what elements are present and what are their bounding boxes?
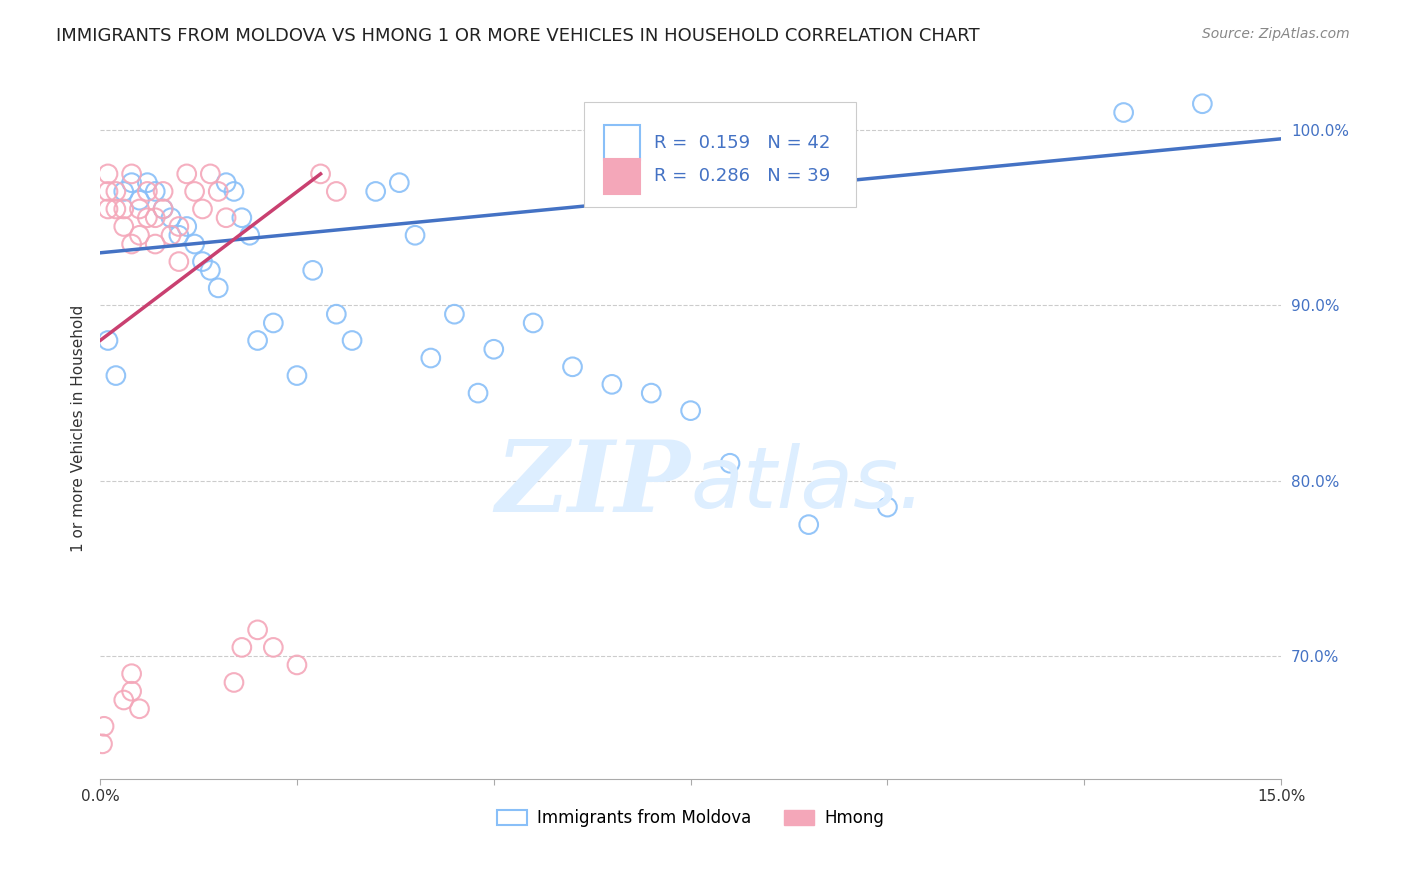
Point [561, 359, 583, 374]
Point [152, 185, 174, 199]
Point [600, 377, 623, 392]
Point [467, 386, 489, 401]
Point [93, 719, 115, 733]
FancyBboxPatch shape [605, 159, 640, 194]
Point [183, 237, 205, 252]
Point [482, 343, 505, 357]
Point [97, 167, 120, 181]
Text: R =  0.286   N = 39: R = 0.286 N = 39 [654, 167, 831, 186]
Text: Source: ZipAtlas.com: Source: ZipAtlas.com [1202, 27, 1350, 41]
Point [388, 176, 411, 190]
Point [112, 219, 135, 234]
Point [152, 202, 174, 216]
Point [340, 334, 363, 348]
Point [876, 500, 898, 514]
Point [176, 167, 198, 181]
Point [679, 403, 702, 417]
Point [1112, 105, 1135, 120]
Point [718, 456, 741, 470]
Point [136, 185, 159, 199]
Point [443, 307, 465, 321]
Point [152, 202, 174, 216]
Point [239, 228, 262, 243]
Point [309, 167, 332, 181]
Point [136, 211, 159, 225]
Point [200, 167, 222, 181]
Point [325, 185, 347, 199]
Point [200, 263, 222, 277]
Point [191, 202, 214, 216]
Point [97, 334, 120, 348]
Point [404, 228, 426, 243]
Point [143, 185, 166, 199]
Point [262, 640, 284, 655]
Point [121, 684, 143, 698]
Point [97, 185, 120, 199]
FancyBboxPatch shape [585, 102, 856, 207]
Point [143, 237, 166, 252]
Point [160, 211, 183, 225]
Point [231, 211, 253, 225]
Point [176, 219, 198, 234]
Point [104, 185, 127, 199]
Point [97, 202, 120, 216]
Point [167, 254, 190, 268]
Text: atlas.: atlas. [690, 442, 927, 525]
Point [222, 675, 245, 690]
Point [112, 693, 135, 707]
Point [128, 228, 150, 243]
Point [285, 368, 308, 383]
Text: IMMIGRANTS FROM MOLDOVA VS HMONG 1 OR MORE VEHICLES IN HOUSEHOLD CORRELATION CHA: IMMIGRANTS FROM MOLDOVA VS HMONG 1 OR MO… [56, 27, 980, 45]
Point [640, 386, 662, 401]
Point [262, 316, 284, 330]
Point [1191, 96, 1213, 111]
Point [167, 228, 190, 243]
Point [246, 623, 269, 637]
Text: ZIP: ZIP [495, 436, 690, 533]
Point [191, 254, 214, 268]
Point [231, 640, 253, 655]
Point [128, 193, 150, 207]
Point [222, 185, 245, 199]
Point [325, 307, 347, 321]
Point [285, 657, 308, 672]
Point [121, 237, 143, 252]
Point [104, 368, 127, 383]
Point [121, 176, 143, 190]
Point [797, 517, 820, 532]
Y-axis label: 1 or more Vehicles in Household: 1 or more Vehicles in Household [72, 304, 86, 552]
Point [104, 202, 127, 216]
Point [215, 211, 238, 225]
Point [167, 219, 190, 234]
Point [160, 228, 183, 243]
Point [522, 316, 544, 330]
Point [128, 702, 150, 716]
Point [121, 666, 143, 681]
Legend: Immigrants from Moldova, Hmong: Immigrants from Moldova, Hmong [491, 803, 891, 834]
Point [143, 211, 166, 225]
Point [91, 737, 114, 751]
Point [207, 281, 229, 295]
Point [301, 263, 323, 277]
Point [207, 185, 229, 199]
Point [183, 185, 205, 199]
Point [112, 202, 135, 216]
Point [364, 185, 387, 199]
Point [121, 167, 143, 181]
Point [246, 334, 269, 348]
Text: R =  0.159   N = 42: R = 0.159 N = 42 [654, 134, 831, 152]
Point [215, 176, 238, 190]
Point [112, 185, 135, 199]
Point [419, 351, 441, 365]
FancyBboxPatch shape [605, 125, 640, 161]
Point [128, 202, 150, 216]
Point [136, 176, 159, 190]
